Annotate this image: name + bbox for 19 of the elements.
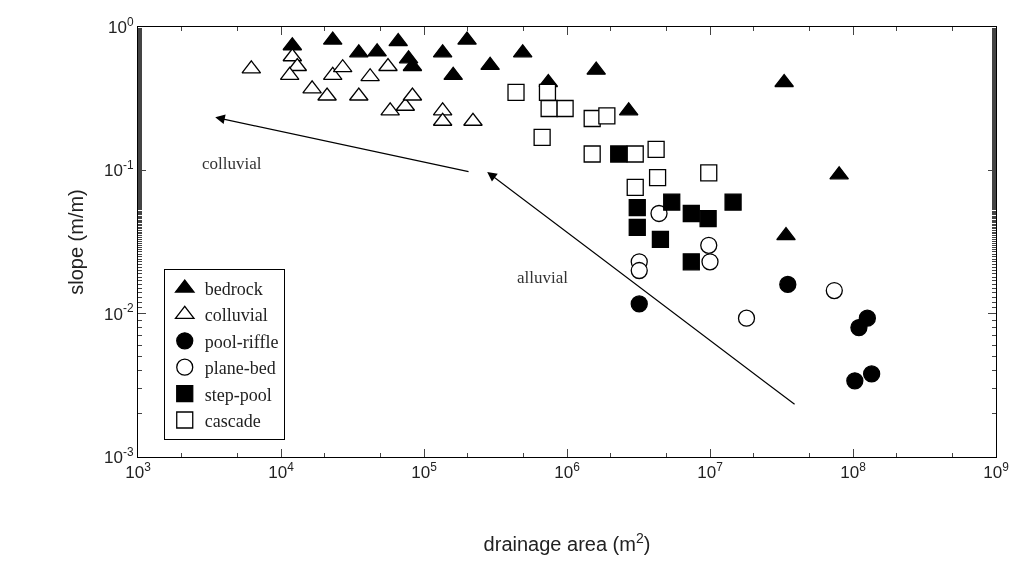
x-tick-label: 10$^{9}$ [983, 460, 1010, 483]
y-axis-title: slope (m/m) [64, 189, 87, 295]
x-axis-title: drainage area (m$^{2}$) [483, 529, 651, 555]
y-tick-label: 10$^{-1}$ [104, 158, 134, 181]
annotation: colluvial [202, 154, 262, 173]
annotation: alluvial [517, 268, 569, 287]
x-tick-label: 10$^{5}$ [411, 460, 438, 483]
legend-label: colluvial [204, 305, 268, 326]
y-tick-label: 10$^{-2}$ [104, 301, 134, 324]
legend-label: bedrock [204, 279, 263, 300]
y-tick-label: 10$^{0}$ [108, 14, 134, 37]
x-tick-label: 10$^{7}$ [697, 460, 724, 483]
legend-label: step-pool [204, 384, 272, 405]
x-tick-label: 10$^{4}$ [268, 460, 295, 483]
legend-label: pool-riffle [204, 331, 279, 352]
legend-label: cascade [204, 411, 261, 432]
x-tick-label: 10$^{6}$ [554, 460, 581, 483]
x-tick-label: 10$^{8}$ [840, 460, 867, 483]
legend-label: plane-bed [204, 358, 276, 379]
